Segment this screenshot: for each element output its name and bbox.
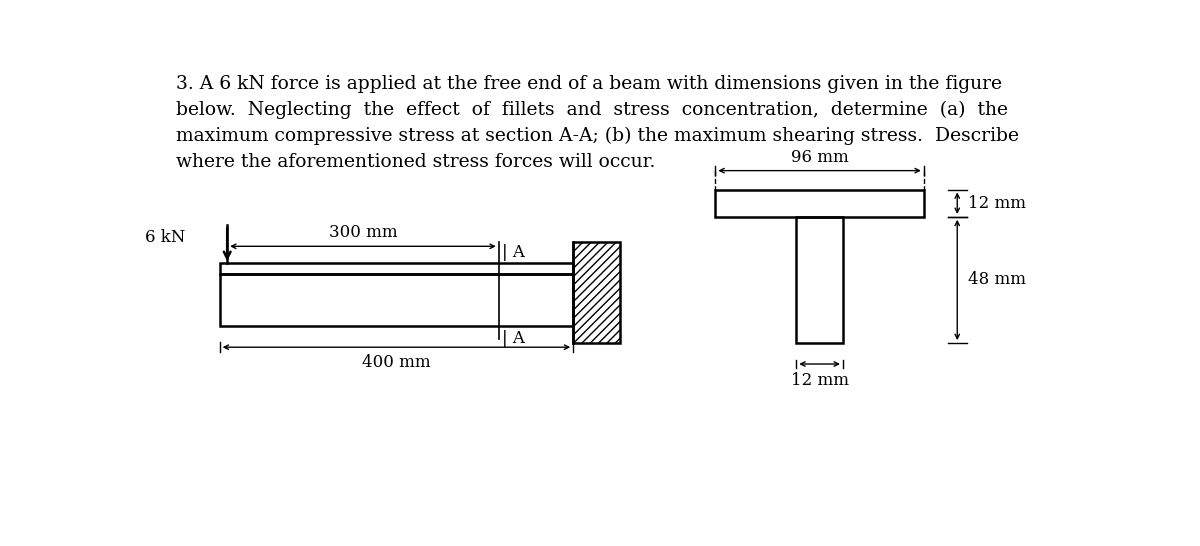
Text: 96 mm: 96 mm bbox=[791, 149, 848, 165]
Text: 300 mm: 300 mm bbox=[329, 224, 397, 241]
Text: 6 kN: 6 kN bbox=[145, 229, 185, 246]
Text: | A: | A bbox=[503, 330, 526, 347]
Bar bbox=[715, 189, 924, 217]
Text: maximum compressive stress at section A-A; (b) the maximum shearing stress.  Des: maximum compressive stress at section A-… bbox=[176, 127, 1019, 145]
Text: 12 mm: 12 mm bbox=[791, 372, 848, 389]
Text: | A: | A bbox=[503, 244, 526, 261]
Bar bbox=[574, 242, 619, 343]
Text: where the aforementioned stress forces will occur.: where the aforementioned stress forces w… bbox=[176, 153, 655, 171]
Text: 48 mm: 48 mm bbox=[968, 271, 1026, 288]
Text: 3. A 6 kN force is applied at the free end of a beam with dimensions given in th: 3. A 6 kN force is applied at the free e… bbox=[176, 75, 1002, 93]
Bar bbox=[797, 217, 842, 343]
Text: 12 mm: 12 mm bbox=[968, 195, 1026, 212]
Text: below.  Neglecting  the  effect  of  fillets  and  stress  concentration,  deter: below. Neglecting the effect of fillets … bbox=[176, 101, 1008, 119]
Bar bbox=[220, 274, 574, 326]
Bar bbox=[220, 263, 574, 274]
Text: 400 mm: 400 mm bbox=[362, 353, 431, 371]
